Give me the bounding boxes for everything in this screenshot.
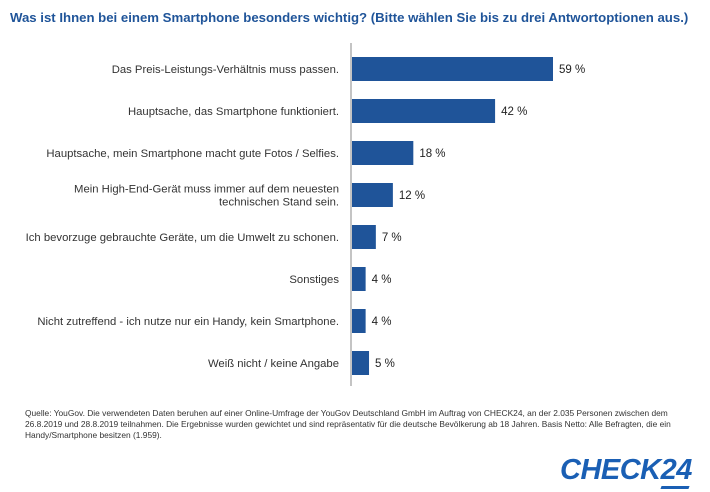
category-label-2: Hauptsache, mein Smartphone macht gute F… <box>46 148 339 160</box>
bar-0 <box>352 57 553 81</box>
category-label-line: Ich bevorzuge gebrauchte Geräte, um die … <box>26 232 339 244</box>
category-label-line: Hauptsache, mein Smartphone macht gute F… <box>46 148 339 160</box>
value-label-2: 18 % <box>419 148 445 160</box>
check24-logo: CHECK24 <box>560 454 692 486</box>
category-label-4: Ich bevorzuge gebrauchte Geräte, um die … <box>26 232 339 244</box>
category-label-line: Weiß nicht / keine Angabe <box>208 358 339 370</box>
bars-group: 59 % Das Preis-Leistungs-Verhältnis muss … <box>26 57 585 375</box>
bar-5 <box>352 267 366 291</box>
value-label-5: 4 % <box>372 274 392 286</box>
category-label-line: Nicht zutreffend - ich nutze nur ein Han… <box>37 316 339 328</box>
value-label-1: 42 % <box>501 106 527 118</box>
bar-2 <box>352 141 414 165</box>
bar-3 <box>352 183 393 207</box>
source-note: Quelle: YouGov. Die verwendeten Daten be… <box>25 408 671 440</box>
category-label-7: Weiß nicht / keine Angabe <box>208 358 339 370</box>
category-label-5: Sonstiges <box>289 274 339 286</box>
value-label-3: 12 % <box>399 190 425 202</box>
category-label-6: Nicht zutreffend - ich nutze nur ein Han… <box>37 316 339 328</box>
category-label-1: Hauptsache, das Smartphone funktioniert. <box>128 106 339 118</box>
value-label-7: 5 % <box>375 358 395 370</box>
logo-underline <box>660 486 690 489</box>
chart-title: Was ist Ihnen bei einem Smartphone beson… <box>10 10 689 25</box>
bar-4 <box>352 225 376 249</box>
category-label-line: Das Preis-Leistungs-Verhältnis muss pass… <box>112 64 339 76</box>
category-label-line: Hauptsache, das Smartphone funktioniert. <box>128 106 339 118</box>
category-label-3: Mein High-End-Gerät muss immer auf dem n… <box>74 184 339 209</box>
value-label-6: 4 % <box>372 316 392 328</box>
bar-7 <box>352 351 370 375</box>
category-label-0: Das Preis-Leistungs-Verhältnis muss pass… <box>112 64 339 76</box>
category-label-line: technischen Stand sein. <box>219 197 339 209</box>
bar-chart: 59 % Das Preis-Leistungs-Verhältnis muss … <box>26 43 585 386</box>
bar-1 <box>352 99 496 123</box>
value-label-0: 59 % <box>559 64 585 76</box>
value-label-4: 7 % <box>382 232 402 244</box>
bar-6 <box>352 309 366 333</box>
category-label-line: Mein High-End-Gerät muss immer auf dem n… <box>74 184 339 196</box>
category-label-line: Sonstiges <box>289 274 339 286</box>
